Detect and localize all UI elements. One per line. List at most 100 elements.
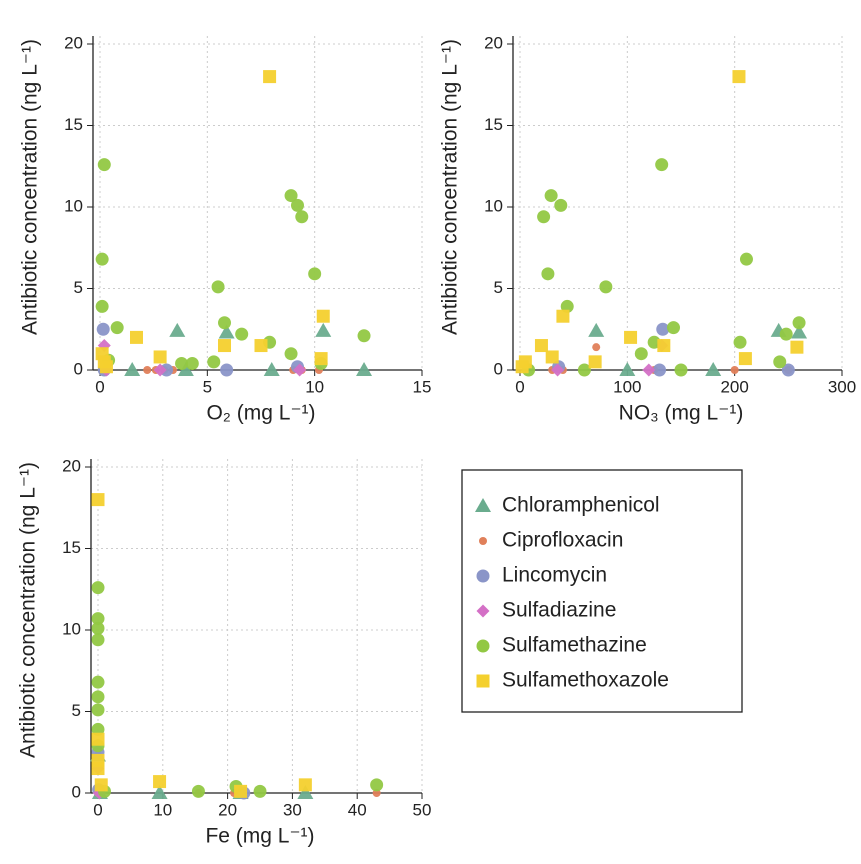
marker-circle <box>218 316 232 330</box>
marker-circle <box>295 210 309 224</box>
marker-diamond <box>293 363 307 377</box>
marker-circle <box>773 355 787 369</box>
marker-square <box>732 70 746 84</box>
x-axis-label: NO₃ (mg L⁻¹) <box>619 402 744 425</box>
marker-circle <box>577 363 591 377</box>
marker-circle <box>290 198 304 212</box>
legend-label: Sulfamethazine <box>502 634 647 657</box>
marker-circle <box>370 778 384 792</box>
y-tick-label: 0 <box>72 782 81 801</box>
marker-triangle <box>588 322 605 337</box>
marker-circle <box>554 198 568 212</box>
marker-circle <box>739 252 753 266</box>
x-tick-label: 10 <box>153 800 172 819</box>
marker-circle <box>634 347 648 361</box>
marker-circle <box>91 703 105 717</box>
marker-triangle <box>791 324 808 339</box>
marker-circle <box>308 267 322 281</box>
marker-square <box>129 330 143 344</box>
y-tick-label: 10 <box>484 196 503 215</box>
marker-circle <box>666 321 680 335</box>
marker-dot <box>143 366 152 374</box>
marker-square <box>314 352 328 366</box>
marker-circle <box>91 621 105 635</box>
marker-circle <box>476 639 490 653</box>
legend-label: Lincomycin <box>502 564 607 587</box>
marker-triangle <box>297 785 314 799</box>
marker-square <box>534 339 548 353</box>
marker-triangle <box>263 362 280 376</box>
marker-circle <box>91 675 105 689</box>
x-tick-label: 20 <box>218 800 237 819</box>
x-tick-label: 0 <box>515 377 524 396</box>
marker-circle <box>476 569 490 583</box>
marker-square <box>738 352 752 366</box>
marker-square <box>790 340 804 354</box>
marker-square <box>91 762 105 776</box>
marker-square <box>624 330 638 344</box>
marker-square <box>254 339 268 353</box>
marker-circle <box>357 329 371 343</box>
legend-label: Ciprofloxacin <box>502 529 623 552</box>
marker-diamond <box>642 363 656 377</box>
y-tick-label: 10 <box>62 619 81 638</box>
marker-circle <box>284 347 298 361</box>
marker-circle <box>211 280 225 294</box>
marker-circle <box>599 280 613 294</box>
y-tick-label: 0 <box>74 359 83 378</box>
x-tick-label: 30 <box>283 800 302 819</box>
x-tick-label: 15 <box>413 377 432 396</box>
marker-circle <box>655 158 669 172</box>
marker-diamond <box>476 604 490 618</box>
marker-square <box>263 70 277 84</box>
x-tick-label: 50 <box>413 800 432 819</box>
marker-circle <box>175 356 189 370</box>
marker-square <box>657 339 671 353</box>
x-tick-label: 40 <box>348 800 367 819</box>
legend-box <box>461 469 743 713</box>
marker-square <box>153 350 167 364</box>
x-tick-label: 10 <box>305 377 324 396</box>
y-tick-label: 20 <box>62 456 81 475</box>
marker-triangle <box>705 362 722 376</box>
x-axis-label: Fe (mg L⁻¹) <box>205 825 314 848</box>
y-axis-label: Antibiotic concentration (ng L⁻¹) <box>17 462 40 758</box>
y-tick-label: 15 <box>64 115 83 134</box>
y-axis-label: Antibiotic concentration (ng L⁻¹) <box>19 39 42 335</box>
marker-square <box>218 339 232 353</box>
marker-triangle <box>218 324 235 339</box>
marker-circle <box>91 612 105 626</box>
marker-square <box>298 778 312 792</box>
marker-square <box>545 350 559 364</box>
x-tick-label: 100 <box>613 377 641 396</box>
marker-triangle <box>169 322 186 337</box>
marker-circle <box>191 784 205 798</box>
marker-square <box>94 778 108 792</box>
y-tick-label: 20 <box>64 33 83 52</box>
x-tick-label: 0 <box>95 377 104 396</box>
marker-square <box>234 784 248 798</box>
marker-circle <box>96 322 110 336</box>
marker-circle <box>185 356 199 370</box>
marker-circle <box>95 299 109 313</box>
marker-circle <box>235 327 249 341</box>
x-tick-label: 5 <box>203 377 212 396</box>
marker-dot <box>479 537 487 545</box>
marker-circle <box>253 784 267 798</box>
x-tick-label: 300 <box>828 377 856 396</box>
marker-square <box>476 674 490 688</box>
x-tick-label: 0 <box>93 800 102 819</box>
y-tick-label: 5 <box>74 278 83 297</box>
marker-square <box>588 355 602 369</box>
marker-circle <box>91 690 105 704</box>
marker-circle <box>91 722 105 736</box>
marker-circle <box>781 363 795 377</box>
marker-circle <box>207 355 221 369</box>
marker-circle <box>91 633 105 647</box>
marker-triangle <box>475 498 491 512</box>
marker-circle <box>544 189 558 203</box>
y-tick-label: 15 <box>484 115 503 134</box>
marker-circle <box>110 321 124 335</box>
